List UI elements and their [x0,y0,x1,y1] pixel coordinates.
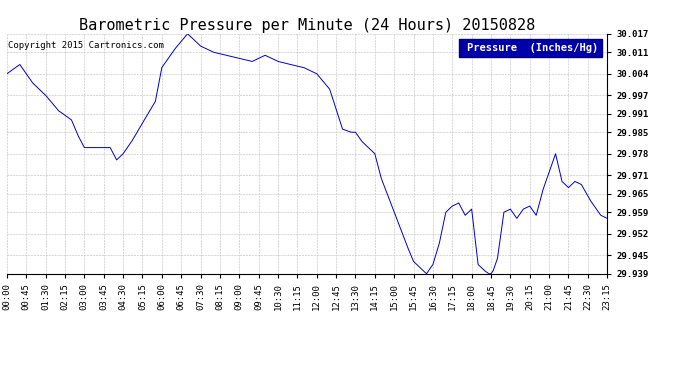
Text: Copyright 2015 Cartronics.com: Copyright 2015 Cartronics.com [8,41,164,50]
Title: Barometric Pressure per Minute (24 Hours) 20150828: Barometric Pressure per Minute (24 Hours… [79,18,535,33]
Legend: Pressure  (Inches/Hg): Pressure (Inches/Hg) [460,39,602,57]
